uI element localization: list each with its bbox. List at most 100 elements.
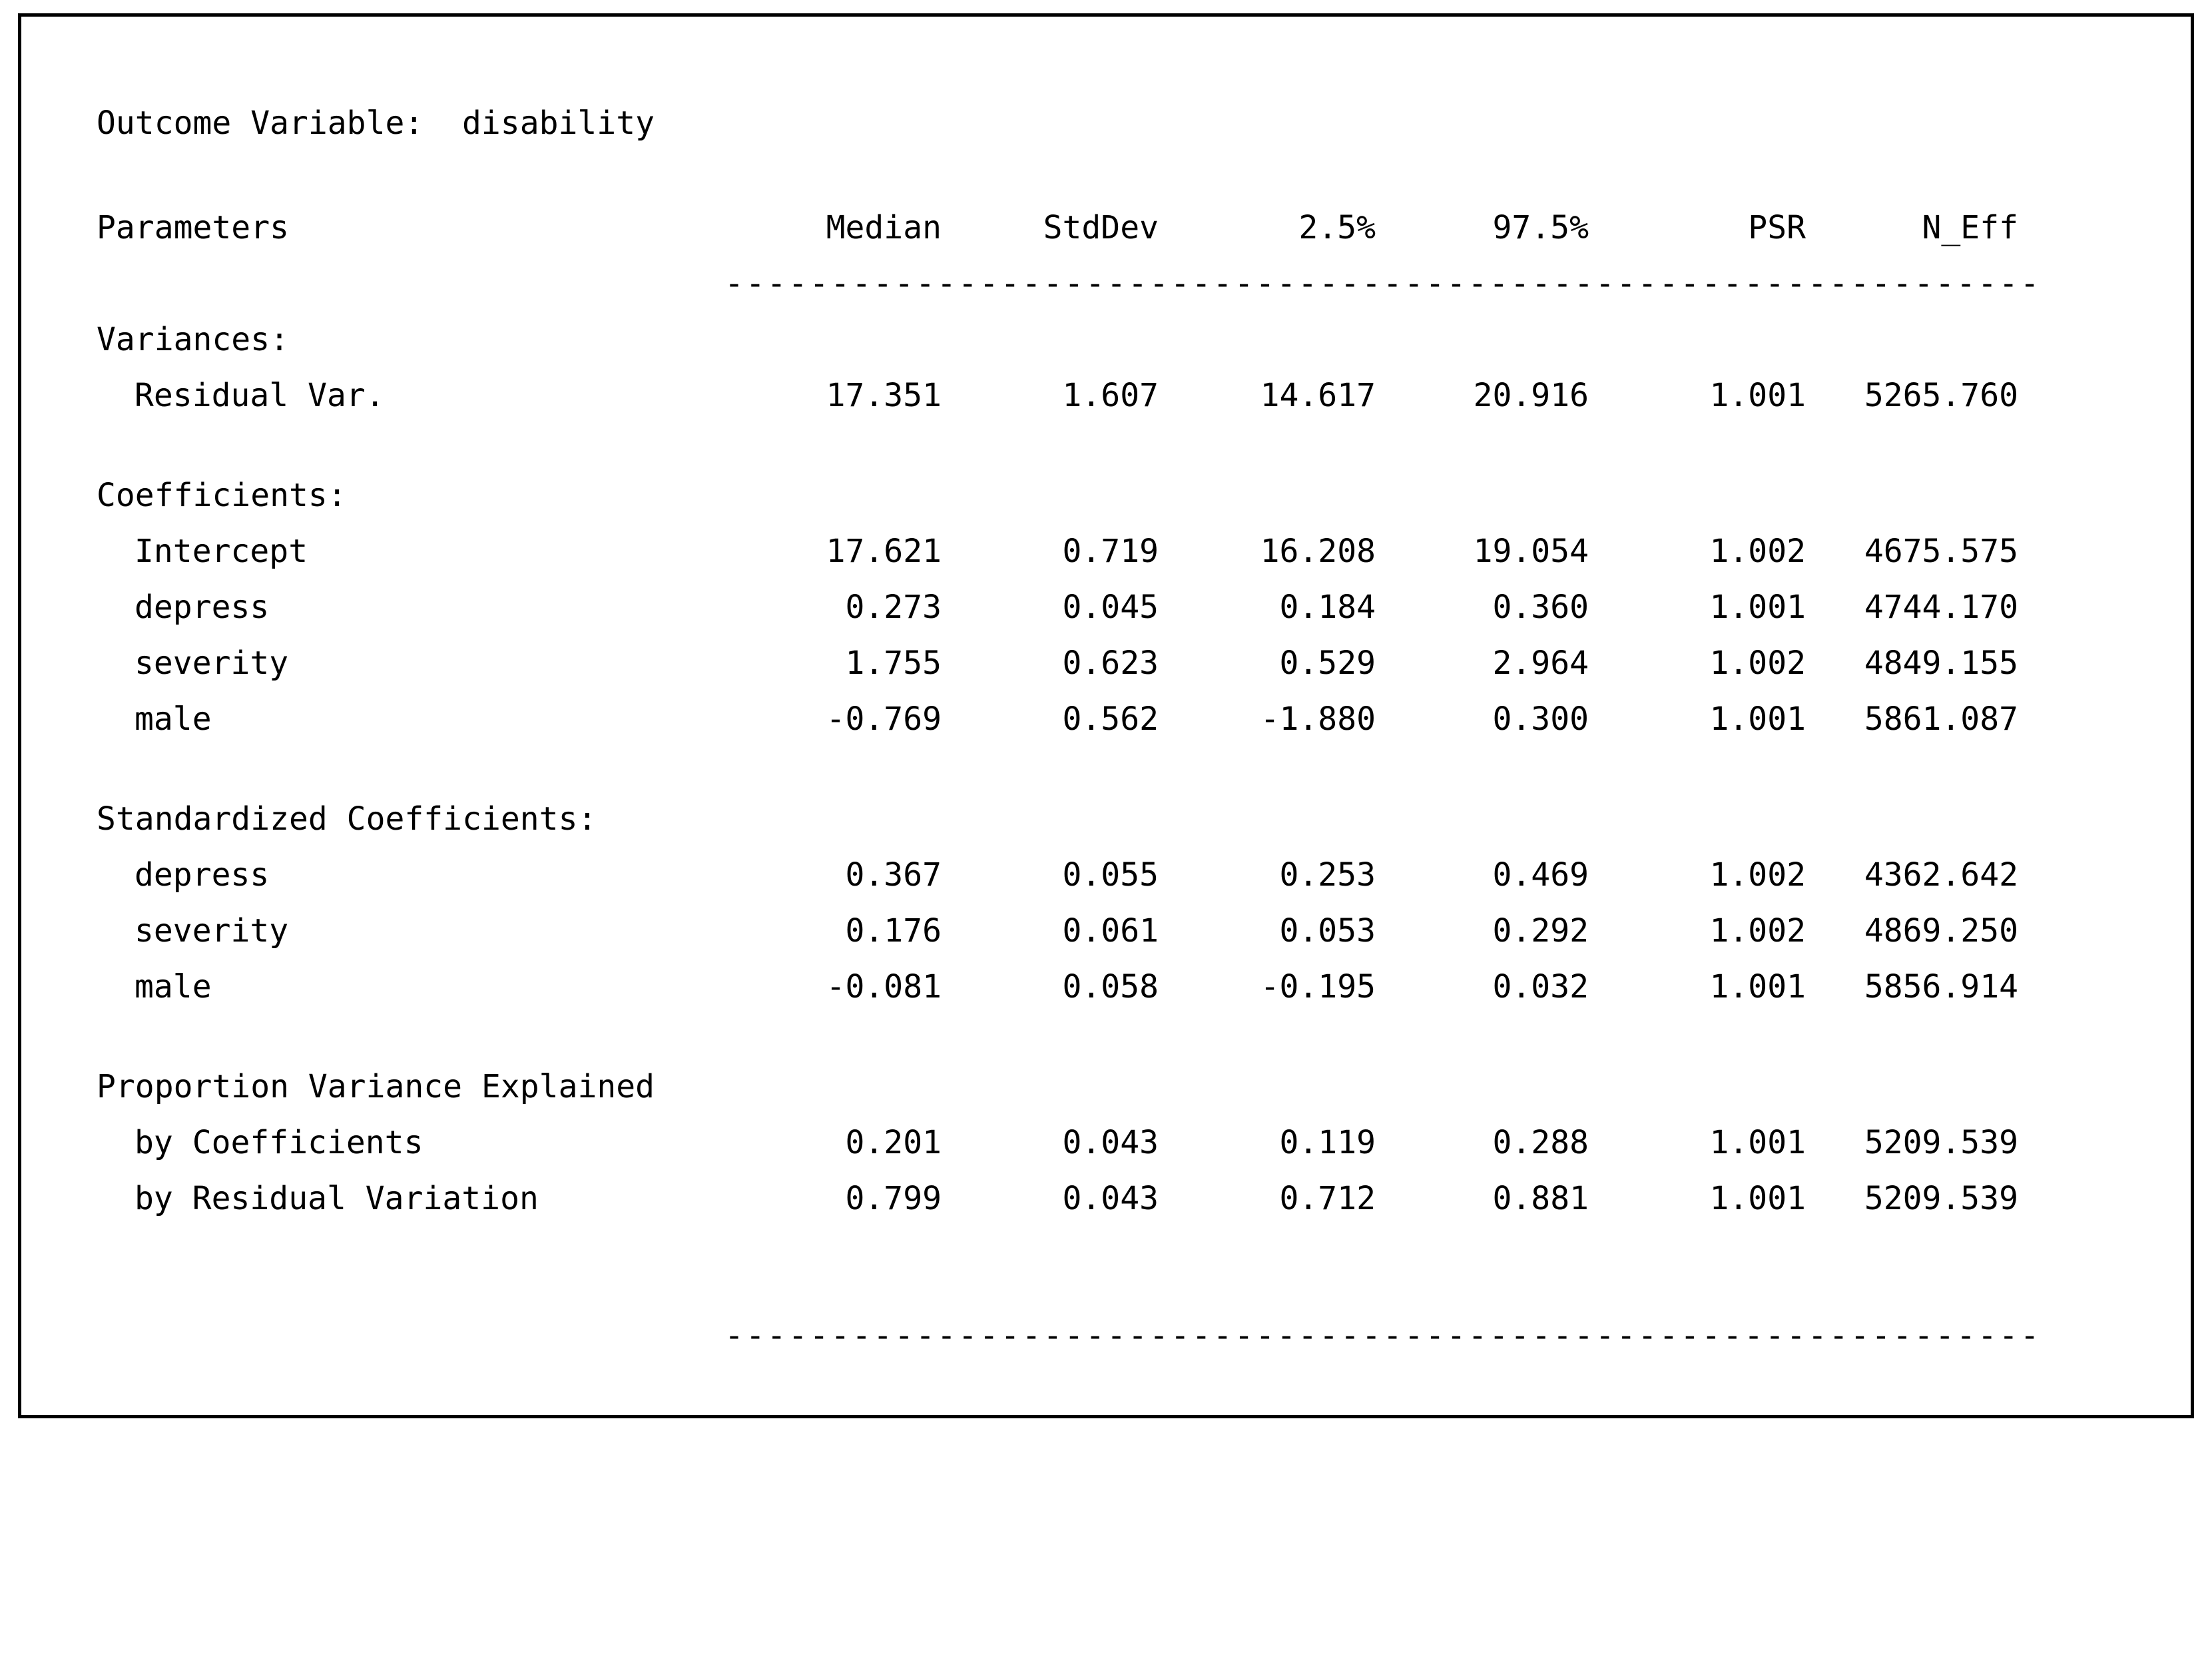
cell-neff: 4675.575 [1864, 533, 2018, 570]
cell-2.5pct: 0.253 [1279, 856, 1376, 894]
cell-stddev: 1.607 [1062, 377, 1159, 414]
row-label: Intercept [135, 533, 308, 570]
cell-neff: 4869.250 [1864, 912, 2018, 950]
cell-stddev: 0.719 [1062, 533, 1159, 570]
table-row: Residual Var. 17.351 1.607 14.617 20.916… [97, 368, 2061, 423]
cell-stddev: 0.562 [1062, 700, 1159, 738]
row-label: depress [135, 856, 270, 894]
cell-97.5pct: 0.360 [1492, 589, 1589, 626]
row-label: severity [135, 645, 289, 682]
cell-psr: 1.002 [1709, 533, 1806, 570]
row-label: by Coefficients [135, 1124, 423, 1161]
spacer [97, 1227, 2061, 1308]
cell-stddev: 0.055 [1062, 856, 1159, 894]
cell-97.5pct: 19.054 [1473, 533, 1589, 570]
cell-97.5pct: 0.881 [1492, 1180, 1589, 1217]
section-title-standardized: Standardized Coefficients: [97, 800, 597, 838]
cell-2.5pct: 0.712 [1279, 1180, 1376, 1217]
cell-neff: 4362.642 [1864, 856, 2018, 894]
cell-median: 0.176 [845, 912, 942, 950]
cell-psr: 1.001 [1709, 1124, 1806, 1161]
cell-2.5pct: -0.195 [1260, 968, 1376, 1005]
section-title-coefficients: Coefficients: [97, 477, 347, 514]
cell-neff: 5856.914 [1864, 968, 2018, 1005]
column-header-row: Parameters Median StdDev 2.5% 97.5% PSR … [97, 200, 2061, 256]
cell-psr: 1.002 [1709, 856, 1806, 894]
cell-97.5pct: 0.469 [1492, 856, 1589, 894]
cell-2.5pct: 0.529 [1279, 645, 1376, 682]
cell-psr: 1.001 [1709, 968, 1806, 1005]
output-frame: Outcome Variable: disability Parameters M… [18, 13, 2194, 1418]
cell-2.5pct: 0.184 [1279, 589, 1376, 626]
cell-median: -0.081 [826, 968, 942, 1005]
row-label: male [135, 700, 212, 738]
cell-neff: 5209.539 [1864, 1124, 2018, 1161]
section-title-row: Variances: [97, 312, 2061, 368]
cell-stddev: 0.043 [1062, 1180, 1159, 1217]
row-label: severity [135, 912, 289, 950]
cell-2.5pct: 14.617 [1260, 377, 1376, 414]
column-header-median: Median [826, 209, 942, 246]
cell-median: 17.351 [826, 377, 942, 414]
cell-2.5pct: 0.053 [1279, 912, 1376, 950]
column-header-neff: N_Eff [1922, 209, 2019, 246]
column-header-stddev: StdDev [1043, 209, 1159, 246]
parameters-header: Parameters [97, 209, 289, 246]
cell-97.5pct: 0.032 [1492, 968, 1589, 1005]
outcome-line: Outcome Variable: disability [97, 95, 2061, 151]
cell-median: 0.273 [845, 589, 942, 626]
table-row: by Coefficients 0.201 0.043 0.119 0.288 … [97, 1115, 2061, 1171]
cell-neff: 4849.155 [1864, 645, 2018, 682]
spacer [97, 1015, 2061, 1059]
cell-97.5pct: 20.916 [1473, 377, 1589, 414]
cell-stddev: 0.623 [1062, 645, 1159, 682]
table-row: severity 1.755 0.623 0.529 2.964 1.002 4… [97, 635, 2061, 691]
cell-psr: 1.001 [1709, 589, 1806, 626]
table-row: depress 0.367 0.055 0.253 0.469 1.002 43… [97, 847, 2061, 903]
cell-neff: 5265.760 [1864, 377, 2018, 414]
cell-median: 1.755 [845, 645, 942, 682]
cell-median: 17.621 [826, 533, 942, 570]
cell-neff: 4744.170 [1864, 589, 2018, 626]
divider-row-bottom: ----------------------------------------… [97, 1308, 2061, 1364]
cell-median: 0.367 [845, 856, 942, 894]
section-title-proportion-variance: Proportion Variance Explained [97, 1068, 655, 1105]
table-row: depress 0.273 0.045 0.184 0.360 1.001 47… [97, 579, 2061, 635]
cell-97.5pct: 0.300 [1492, 700, 1589, 738]
cell-stddev: 0.061 [1062, 912, 1159, 950]
spacer [97, 747, 2061, 791]
row-label: by Residual Variation [135, 1180, 539, 1217]
cell-neff: 5209.539 [1864, 1180, 2018, 1217]
cell-psr: 1.002 [1709, 645, 1806, 682]
row-label: male [135, 968, 212, 1005]
dashed-divider: ----------------------------------------… [724, 265, 2042, 302]
spacer [97, 423, 2061, 467]
cell-stddev: 0.045 [1062, 589, 1159, 626]
row-label: Residual Var. [135, 377, 385, 414]
spacer [97, 151, 2061, 200]
cell-psr: 1.001 [1709, 377, 1806, 414]
cell-2.5pct: -1.880 [1260, 700, 1376, 738]
cell-2.5pct: 16.208 [1260, 533, 1376, 570]
cell-psr: 1.001 [1709, 1180, 1806, 1217]
column-header-97.5pct: 97.5% [1492, 209, 1589, 246]
cell-2.5pct: 0.119 [1279, 1124, 1376, 1161]
row-label: depress [135, 589, 270, 626]
section-title-variances: Variances: [97, 321, 289, 358]
table-row: male -0.081 0.058 -0.195 0.032 1.001 585… [97, 959, 2061, 1015]
cell-neff: 5861.087 [1864, 700, 2018, 738]
cell-median: 0.799 [845, 1180, 942, 1217]
cell-psr: 1.002 [1709, 912, 1806, 950]
table-row: male -0.769 0.562 -1.880 0.300 1.001 586… [97, 691, 2061, 747]
outcome-label: Outcome Variable: [97, 105, 424, 142]
outcome-value: disability [462, 105, 655, 142]
section-title-row: Proportion Variance Explained [97, 1059, 2061, 1115]
divider-row-top: ----------------------------------------… [97, 256, 2061, 312]
cell-psr: 1.001 [1709, 700, 1806, 738]
column-header-psr: PSR [1748, 209, 1806, 246]
dashed-divider: ----------------------------------------… [724, 1317, 2042, 1354]
section-title-row: Coefficients: [97, 467, 2061, 523]
table-row: severity 0.176 0.061 0.053 0.292 1.002 4… [97, 903, 2061, 959]
cell-stddev: 0.058 [1062, 968, 1159, 1005]
cell-median: 0.201 [845, 1124, 942, 1161]
